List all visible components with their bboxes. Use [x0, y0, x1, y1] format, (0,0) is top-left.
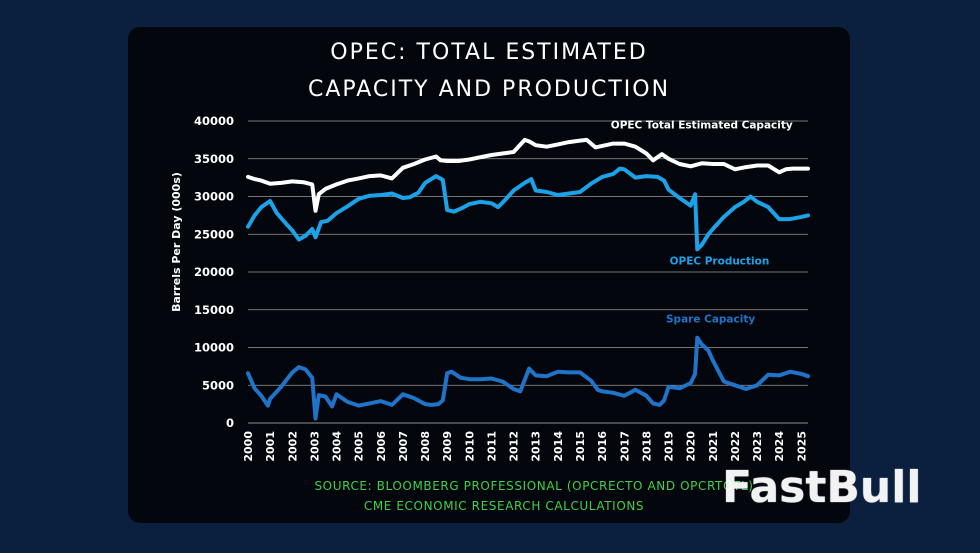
- x-tick-label-2009: 2009: [441, 431, 454, 462]
- x-tick-label-2006: 2006: [375, 431, 388, 462]
- x-tick-label-2011: 2011: [485, 431, 498, 462]
- chart-title-line-1: OPEC: TOTAL ESTIMATED: [330, 40, 648, 65]
- capacity-series-label: OPEC Total Estimated Capacity: [611, 120, 793, 132]
- x-tick-label-2020: 2020: [685, 431, 698, 462]
- x-tick-label-2001: 2001: [264, 431, 277, 462]
- y-tick-label-5000: 5000: [202, 378, 234, 392]
- spare-capacity-series-line: [246, 335, 810, 421]
- x-tick-label-2017: 2017: [618, 431, 631, 462]
- x-tick-label-2016: 2016: [596, 431, 609, 462]
- y-tick-label-20000: 20000: [194, 265, 234, 279]
- x-tick-label-2010: 2010: [463, 431, 476, 462]
- x-tick-label-2023: 2023: [751, 431, 764, 462]
- y-tick-label-25000: 25000: [194, 227, 234, 241]
- x-tick-label-2004: 2004: [331, 431, 344, 462]
- x-tick-label-2002: 2002: [286, 431, 299, 462]
- production-series-line: [246, 166, 810, 252]
- y-tick-label-40000: 40000: [194, 114, 234, 128]
- chart-panel: [128, 27, 850, 523]
- y-tick-label-0: 0: [226, 416, 234, 430]
- y-tick-label-35000: 35000: [194, 152, 234, 166]
- fastbull-watermark: FastBull: [722, 462, 922, 513]
- x-tick-label-2012: 2012: [508, 431, 521, 462]
- x-tick-label-2013: 2013: [530, 431, 543, 462]
- source-line-1: SOURCE: BLOOMBERG PROFESSIONAL (OPCRECTO…: [314, 479, 754, 493]
- y-tick-label-15000: 15000: [194, 303, 234, 317]
- x-tick-label-2022: 2022: [729, 431, 742, 462]
- y-tick-label-30000: 30000: [194, 190, 234, 204]
- x-tick-label-2000: 2000: [242, 431, 255, 462]
- x-tick-label-2007: 2007: [397, 431, 410, 462]
- x-tick-label-2018: 2018: [640, 431, 653, 462]
- y-tick-label-10000: 10000: [194, 341, 234, 355]
- source-line-2: CME ECONOMIC RESEARCH CALCULATIONS: [363, 499, 645, 513]
- x-tick-label-2005: 2005: [353, 431, 366, 462]
- capacity-series-line: [246, 137, 810, 213]
- spare-capacity-series-label: Spare Capacity: [666, 314, 755, 326]
- x-tick-label-2015: 2015: [574, 431, 587, 462]
- x-tick-label-2003: 2003: [308, 431, 321, 462]
- x-tick-label-2019: 2019: [663, 431, 676, 462]
- x-tick-label-2008: 2008: [419, 431, 432, 462]
- x-tick-label-2021: 2021: [707, 431, 720, 462]
- production-series-label: OPEC Production: [670, 255, 770, 267]
- y-axis-label: Barrels Per Day (000s): [170, 172, 183, 312]
- x-tick-label-2024: 2024: [773, 431, 786, 462]
- x-tick-label-2014: 2014: [552, 431, 565, 462]
- chart-title-line-2: CAPACITY AND PRODUCTION: [307, 77, 671, 102]
- x-tick-label-2025: 2025: [795, 431, 808, 462]
